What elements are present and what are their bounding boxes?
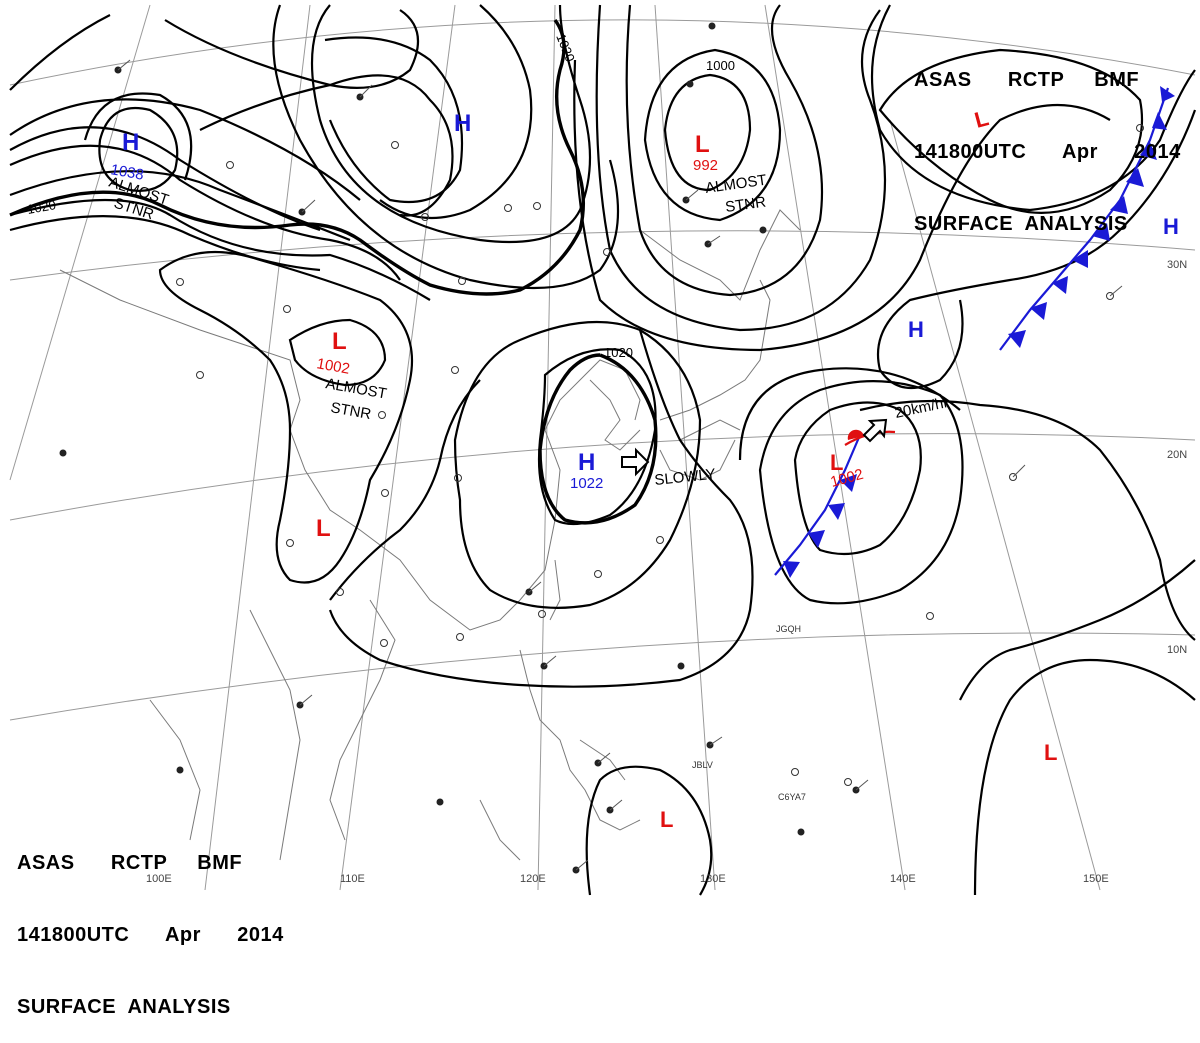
pressure-systems: H 1038 H L 992 L L 1002 L H 1022 H L 100… xyxy=(109,105,1179,832)
header-bottom-line2: 141800UTC Apr 2014 xyxy=(17,924,284,946)
lon-label-140e: 140E xyxy=(890,873,916,885)
station-ticks xyxy=(117,59,1123,871)
lon-label-120e: 120E xyxy=(520,873,546,885)
lon-label-130e: 130E xyxy=(700,873,726,885)
station-id-jblv: JBLV xyxy=(692,760,713,770)
header-top-right: ASAS RCTP BMF 141800UTC Apr 2014 SURFACE… xyxy=(914,20,1181,260)
almost-stnr-2-b: STNR xyxy=(724,193,767,216)
lon-label-150e: 150E xyxy=(1083,873,1109,885)
isobar-label-1020-w: 1020 xyxy=(26,197,57,217)
weather-map: H 1038 H L 992 L L 1002 L H 1022 H L 100… xyxy=(9,4,1197,896)
slowly-label: SLOWLY xyxy=(654,466,717,489)
cold-front-ne xyxy=(999,86,1175,351)
low-1-value: 992 xyxy=(693,157,718,174)
cold-front-low xyxy=(774,434,862,578)
almost-stnr-3-b: STNR xyxy=(329,399,372,423)
lon-label-100e: 100E xyxy=(146,873,172,885)
low-7-letter: L xyxy=(660,807,673,832)
low-6-letter: L xyxy=(1044,740,1057,765)
isobars-1020 xyxy=(9,18,658,525)
header-top-line3: SURFACE ANALYSIS xyxy=(914,213,1128,235)
high-1-value: 1038 xyxy=(109,161,145,184)
lat-label-10n: 10N xyxy=(1167,644,1187,656)
station-id-c6ya7: C6YA7 xyxy=(778,792,806,802)
station-ids: JBLV C6YA7 JGQH xyxy=(692,624,806,802)
high-3-value: 1022 xyxy=(570,475,603,492)
low-1-letter: L xyxy=(695,131,710,158)
annotations: ALMOST STNR ALMOST STNR ALMOST STNR SLOW… xyxy=(107,172,950,489)
almost-stnr-2-a: ALMOST xyxy=(704,172,767,197)
header-top-line2: 141800UTC Apr 2014 xyxy=(914,141,1181,163)
lon-label-110e: 110E xyxy=(340,873,365,885)
low-3-value: 1002 xyxy=(315,355,351,378)
header-bottom-line1: ASAS RCTP BMF xyxy=(17,852,243,874)
lat-label-30n: 30N xyxy=(1167,259,1187,271)
low-5-letter: L xyxy=(830,450,843,475)
lat-label-20n: 20N xyxy=(1167,449,1187,461)
high-3-letter: H xyxy=(578,449,595,476)
high-1-letter: H xyxy=(122,129,139,156)
isobar-label-1020-c: 1020 xyxy=(604,345,633,360)
grid-labels: 30N 20N 10N 100E 110E 120E 130E 140E 150… xyxy=(146,259,1187,885)
movement-arrows xyxy=(621,418,888,477)
low-4-letter: L xyxy=(316,515,331,542)
low-3-letter: L xyxy=(332,328,347,355)
header-bottom-line3: SURFACE ANALYSIS xyxy=(17,996,231,1018)
header-top-line1: ASAS RCTP BMF xyxy=(914,69,1140,91)
header-bottom-left: ASAS RCTP BMF 141800UTC Apr 2014 SURFACE… xyxy=(17,803,284,1043)
high-4-letter: H xyxy=(908,317,924,342)
station-markers xyxy=(59,22,860,874)
coastlines xyxy=(59,209,801,861)
high-5-letter: H xyxy=(1163,214,1179,239)
low-2-letter: L xyxy=(972,105,991,133)
high-2-letter: H xyxy=(454,110,471,137)
isobar-label-1020-n: 1020 xyxy=(553,32,578,64)
station-id-jgqh: JGQH xyxy=(776,624,801,634)
isobar-label-1000: 1000 xyxy=(706,58,735,73)
station-open-markers xyxy=(176,124,1144,786)
speed-label: 20km/hr xyxy=(893,394,950,422)
